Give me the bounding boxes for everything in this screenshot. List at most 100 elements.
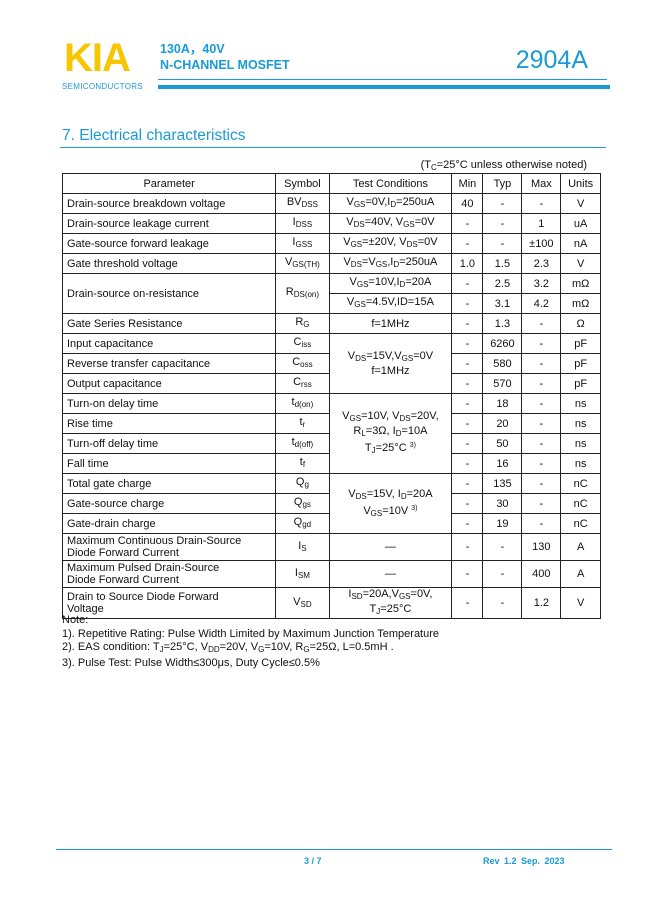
- units-cell: ns: [560, 393, 601, 414]
- device-type: N-CHANNEL MOSFET: [160, 58, 290, 72]
- parameter-cell: Turn-on delay time: [61, 393, 277, 414]
- note-line: 3). Pulse Test: Pulse Width≤300μs, Duty …: [62, 656, 320, 669]
- min-cell: -: [451, 373, 484, 394]
- column-header: Min: [451, 173, 484, 194]
- product-description: 130A，40V N-CHANNEL MOSFET: [160, 41, 290, 73]
- logo-subtitle: SEMICONDUCTORS: [62, 82, 143, 91]
- typ-cell: 18: [482, 393, 523, 414]
- symbol-cell: IS: [275, 533, 330, 561]
- max-cell: ±100: [521, 233, 562, 254]
- units-cell: pF: [560, 373, 601, 394]
- parameter-cell: Gate threshold voltage: [61, 253, 277, 274]
- typ-cell: 1.3: [482, 313, 523, 334]
- symbol-cell: tr: [275, 413, 330, 434]
- test-conditions-cell: VGS=±20V, VDS=0V: [328, 233, 453, 254]
- symbol-cell: Qgd: [275, 513, 330, 534]
- symbol-cell: td(on): [275, 393, 330, 414]
- typ-cell: -: [482, 213, 523, 234]
- footer-divider: [56, 849, 612, 850]
- typ-cell: 135: [482, 473, 523, 494]
- symbol-cell: BVDSS: [275, 193, 330, 214]
- max-cell: 2.3: [521, 253, 562, 274]
- notes: Note: 1). Repetitive Rating: Pulse Width …: [62, 614, 439, 670]
- min-cell: -: [451, 473, 484, 494]
- table-header-row: Parameter Symbol Test Conditions Min Typ Max U…: [61, 173, 601, 194]
- units-cell: mΩ: [560, 293, 601, 314]
- max-cell: 3.2: [521, 273, 562, 294]
- note-line: 2). EAS condition: TJ=25°C, VDD=20V, VG=…: [62, 641, 394, 654]
- kia-logo: KIA: [64, 36, 131, 80]
- parameter-cell: Total gate charge: [61, 473, 277, 494]
- table-row: Input capacitance Ciss VDS=15V,VGS=0V f=1MH…: [61, 333, 601, 394]
- units-cell: nC: [560, 473, 601, 494]
- min-cell: -: [451, 233, 484, 254]
- max-cell: -: [521, 353, 562, 374]
- min-cell: 40: [451, 193, 484, 214]
- section-divider: [60, 147, 606, 148]
- units-cell: A: [560, 560, 601, 588]
- min-cell: -: [451, 313, 484, 334]
- units-cell: nA: [560, 233, 601, 254]
- min-cell: -: [451, 513, 484, 534]
- max-cell: -: [521, 313, 562, 334]
- parameter-cell: Fall time: [61, 453, 277, 474]
- min-cell: -: [451, 560, 484, 588]
- table-row: Gate-drain charge Qgd -19- nC: [61, 513, 601, 534]
- min-cell: -: [451, 213, 484, 234]
- condition-note: (TC=25°C unless otherwise noted): [420, 159, 587, 172]
- table-row: Maximum Continuous Drain-Source Diode For…: [61, 533, 601, 561]
- symbol-cell: VGS(TH): [275, 253, 330, 274]
- page-number: 3 / 7: [304, 856, 322, 866]
- typ-cell: 6260: [482, 333, 523, 354]
- test-conditions-cell: VDS=15V,VGS=0V f=1MHz: [328, 333, 453, 394]
- electrical-characteristics-table: Parameter Symbol Test Conditions Min Typ Max U…: [61, 173, 601, 619]
- table-row: VGS=4.5V,ID=15A -3.1 4.2 mΩ: [63, 293, 601, 314]
- max-cell: 4.2: [521, 293, 562, 314]
- min-cell: -: [451, 333, 484, 354]
- typ-cell: 19: [482, 513, 523, 534]
- units-cell: ns: [560, 453, 601, 474]
- typ-cell: 30: [482, 493, 523, 514]
- typ-cell: -: [482, 560, 523, 588]
- table-row: Gate-source forward leakage IGSS VGS=±20V,…: [61, 233, 601, 254]
- header-divider: [158, 79, 607, 80]
- units-cell: V: [560, 193, 601, 214]
- symbol-cell: VSD: [275, 587, 330, 619]
- typ-cell: 50: [482, 433, 523, 454]
- max-cell: -: [521, 333, 562, 354]
- units-cell: nC: [560, 493, 601, 514]
- symbol-cell: RDS(on): [275, 273, 330, 314]
- units-cell: Ω: [560, 313, 601, 334]
- test-conditions-cell: VDS=15V, ID=20A VGS=10V 3): [328, 473, 453, 534]
- min-cell: -: [451, 413, 484, 434]
- min-cell: -: [451, 393, 484, 414]
- units-cell: V: [560, 587, 601, 619]
- symbol-cell: ISM: [275, 560, 330, 588]
- table-row: Gate Series Resistance RG f=1MHz -1.3- Ω: [61, 313, 601, 334]
- max-cell: -: [521, 493, 562, 514]
- test-conditions-cell: VGS=10V, VDS=20V, RL=3Ω, ID=10A TJ=25°C 3): [328, 393, 453, 474]
- table-row: Output capacitance Crss -570- pF: [61, 373, 601, 394]
- min-cell: 1.0: [451, 253, 484, 274]
- column-header: Parameter: [61, 173, 277, 194]
- table-row: Drain-source on-resistance RDS(on) VGS=10V…: [61, 273, 601, 314]
- rating-text: 130A，40V: [160, 42, 225, 56]
- max-cell: -: [521, 473, 562, 494]
- parameter-cell: Drain to Source Diode Forward Voltage: [61, 587, 277, 619]
- table-row: Turn-off delay time td(off) -50- ns: [61, 433, 601, 454]
- typ-cell: -: [482, 193, 523, 214]
- min-cell: -: [451, 353, 484, 374]
- test-conditions-cell: —: [328, 560, 453, 588]
- units-cell: A: [560, 533, 601, 561]
- symbol-cell: IDSS: [275, 213, 330, 234]
- test-conditions-cell: VGS=4.5V,ID=15A: [328, 293, 453, 314]
- note-line: 1). Repetitive Rating: Pulse Width Limit…: [62, 627, 440, 640]
- symbol-cell: Ciss: [275, 333, 330, 354]
- parameter-cell: Drain-source breakdown voltage: [61, 193, 277, 214]
- min-cell: -: [451, 587, 484, 619]
- max-cell: 1: [521, 213, 562, 234]
- units-cell: uA: [560, 213, 601, 234]
- units-cell: pF: [560, 353, 601, 374]
- parameter-cell: Output capacitance: [61, 373, 277, 394]
- parameter-cell: Gate-source forward leakage: [61, 233, 277, 254]
